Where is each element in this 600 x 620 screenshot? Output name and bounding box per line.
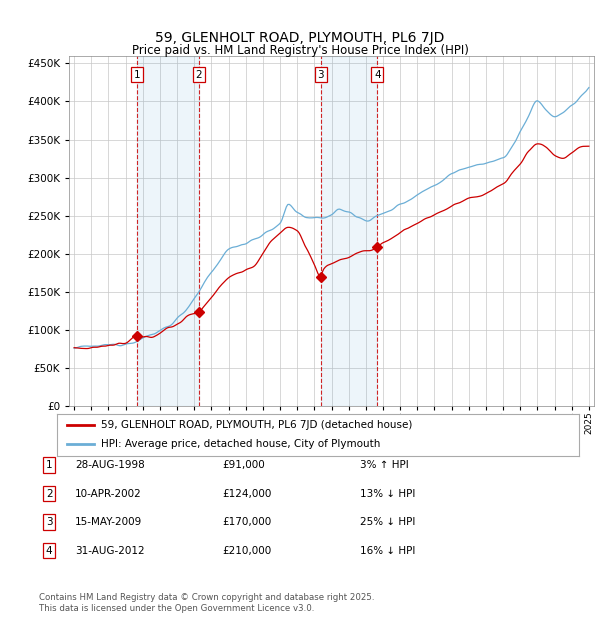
Text: Price paid vs. HM Land Registry's House Price Index (HPI): Price paid vs. HM Land Registry's House … bbox=[131, 45, 469, 57]
Text: 31-AUG-2012: 31-AUG-2012 bbox=[75, 546, 145, 556]
Text: 4: 4 bbox=[46, 546, 53, 556]
Text: £91,000: £91,000 bbox=[222, 460, 265, 470]
Text: HPI: Average price, detached house, City of Plymouth: HPI: Average price, detached house, City… bbox=[101, 440, 381, 450]
Text: 10-APR-2002: 10-APR-2002 bbox=[75, 489, 142, 498]
Text: 59, GLENHOLT ROAD, PLYMOUTH, PL6 7JD: 59, GLENHOLT ROAD, PLYMOUTH, PL6 7JD bbox=[155, 32, 445, 45]
Text: 1: 1 bbox=[46, 460, 53, 470]
Text: 25% ↓ HPI: 25% ↓ HPI bbox=[360, 517, 415, 527]
Text: 15-MAY-2009: 15-MAY-2009 bbox=[75, 517, 142, 527]
Text: 16% ↓ HPI: 16% ↓ HPI bbox=[360, 546, 415, 556]
Text: 4: 4 bbox=[374, 70, 380, 80]
Text: 3: 3 bbox=[46, 517, 53, 527]
Bar bbox=[137, 56, 199, 406]
Text: 3% ↑ HPI: 3% ↑ HPI bbox=[360, 460, 409, 470]
Text: £124,000: £124,000 bbox=[222, 489, 271, 498]
Text: 59, GLENHOLT ROAD, PLYMOUTH, PL6 7JD (detached house): 59, GLENHOLT ROAD, PLYMOUTH, PL6 7JD (de… bbox=[101, 420, 413, 430]
Bar bbox=[320, 56, 377, 406]
Text: 2: 2 bbox=[196, 70, 202, 80]
Text: £170,000: £170,000 bbox=[222, 517, 271, 527]
Text: 1: 1 bbox=[133, 70, 140, 80]
Text: 13% ↓ HPI: 13% ↓ HPI bbox=[360, 489, 415, 498]
Text: 28-AUG-1998: 28-AUG-1998 bbox=[75, 460, 145, 470]
Text: 2: 2 bbox=[46, 489, 53, 498]
Text: Contains HM Land Registry data © Crown copyright and database right 2025.
This d: Contains HM Land Registry data © Crown c… bbox=[39, 593, 374, 613]
Text: £210,000: £210,000 bbox=[222, 546, 271, 556]
Text: 3: 3 bbox=[317, 70, 324, 80]
